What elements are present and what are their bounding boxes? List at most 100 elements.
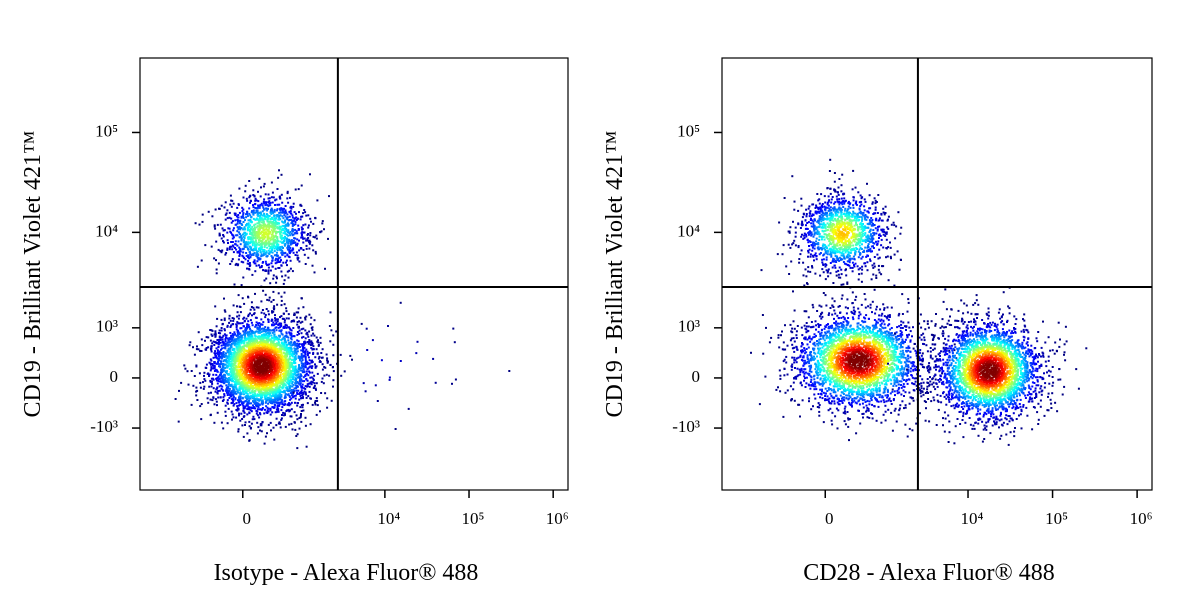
event-dot xyxy=(312,345,315,348)
event-dot xyxy=(259,354,262,357)
event-dot xyxy=(277,334,280,337)
event-dot xyxy=(254,232,257,235)
event-dot xyxy=(329,364,332,366)
event-dot xyxy=(297,228,300,231)
event-dot xyxy=(267,269,270,272)
event-dot xyxy=(264,360,267,363)
event-dot xyxy=(269,407,272,410)
event-dot xyxy=(297,224,300,227)
event-dot xyxy=(261,224,263,227)
event-dot xyxy=(260,240,262,243)
event-dot xyxy=(280,409,283,412)
event-dot xyxy=(253,308,256,311)
event-dot xyxy=(237,331,240,334)
event-dot xyxy=(257,426,260,429)
event-dot xyxy=(278,367,281,370)
event-dot xyxy=(260,253,263,256)
event-dot xyxy=(244,327,247,330)
event-dot xyxy=(286,222,289,225)
event-dot xyxy=(280,332,283,335)
event-dot xyxy=(281,275,284,278)
event-dot xyxy=(258,229,261,232)
event-dot xyxy=(252,229,255,232)
event-dot xyxy=(284,370,287,373)
event-dot xyxy=(286,233,288,236)
event-dot xyxy=(248,402,251,405)
event-dot xyxy=(272,243,275,246)
event-dot xyxy=(313,271,316,274)
event-dot xyxy=(247,333,249,335)
event-dot xyxy=(273,330,276,333)
event-dot xyxy=(264,382,267,385)
event-dot xyxy=(287,242,290,245)
event-dot xyxy=(247,334,249,337)
event-dot xyxy=(256,242,259,245)
event-dot xyxy=(272,274,275,277)
event-dot xyxy=(285,241,288,244)
event-dot xyxy=(273,365,276,368)
event-dot xyxy=(261,421,264,423)
event-dot xyxy=(326,361,329,364)
event-dot xyxy=(272,310,275,313)
event-dot xyxy=(246,199,249,202)
event-dot xyxy=(244,244,247,247)
event-dot xyxy=(227,392,230,395)
event-dot xyxy=(229,391,232,394)
event-dot xyxy=(220,387,223,390)
event-dot xyxy=(284,394,287,397)
event-dot xyxy=(233,344,236,347)
event-dot xyxy=(264,217,267,220)
event-dot xyxy=(331,366,334,369)
event-dot xyxy=(214,227,217,230)
event-dot xyxy=(254,228,256,231)
event-dot xyxy=(242,389,245,392)
event-dot xyxy=(283,244,286,247)
event-dot xyxy=(261,327,264,330)
event-dot xyxy=(247,324,250,327)
event-dot xyxy=(297,368,300,371)
event-dot xyxy=(304,416,307,419)
event-dot xyxy=(260,232,263,235)
event-dot xyxy=(241,358,244,360)
event-dot xyxy=(244,421,247,424)
event-dot xyxy=(202,387,205,390)
event-dot xyxy=(278,396,280,399)
event-dot xyxy=(285,326,288,329)
event-dot xyxy=(278,421,281,424)
event-dot xyxy=(285,341,288,344)
event-dot xyxy=(252,387,255,390)
event-dot xyxy=(314,250,317,253)
event-dot xyxy=(284,384,287,387)
event-dot xyxy=(246,389,249,392)
event-dot xyxy=(244,258,247,261)
event-dot xyxy=(254,339,257,342)
event-dot xyxy=(232,395,235,398)
event-dot xyxy=(224,367,227,369)
event-dot xyxy=(286,264,288,267)
event-dot xyxy=(251,371,254,374)
event-dot xyxy=(299,356,301,359)
event-dot xyxy=(231,241,234,243)
event-dot xyxy=(260,213,263,216)
event-dot xyxy=(236,390,239,393)
event-dot xyxy=(321,348,324,351)
event-dot xyxy=(249,427,252,430)
event-dot xyxy=(281,201,284,204)
event-dot xyxy=(222,360,225,363)
event-dot xyxy=(258,326,261,329)
event-dot xyxy=(241,363,244,366)
event-dot xyxy=(270,207,273,210)
event-dot xyxy=(256,210,259,212)
event-dot xyxy=(304,316,307,319)
event-dot xyxy=(267,249,270,252)
event-dot xyxy=(265,227,268,230)
event-dot xyxy=(268,221,271,224)
event-dot xyxy=(216,404,218,407)
event-dot xyxy=(269,246,272,248)
event-dot xyxy=(220,204,223,207)
event-dot xyxy=(304,223,307,226)
event-dot xyxy=(256,340,258,343)
event-dot xyxy=(228,378,231,381)
event-dot xyxy=(289,392,292,394)
event-dot xyxy=(296,323,299,326)
